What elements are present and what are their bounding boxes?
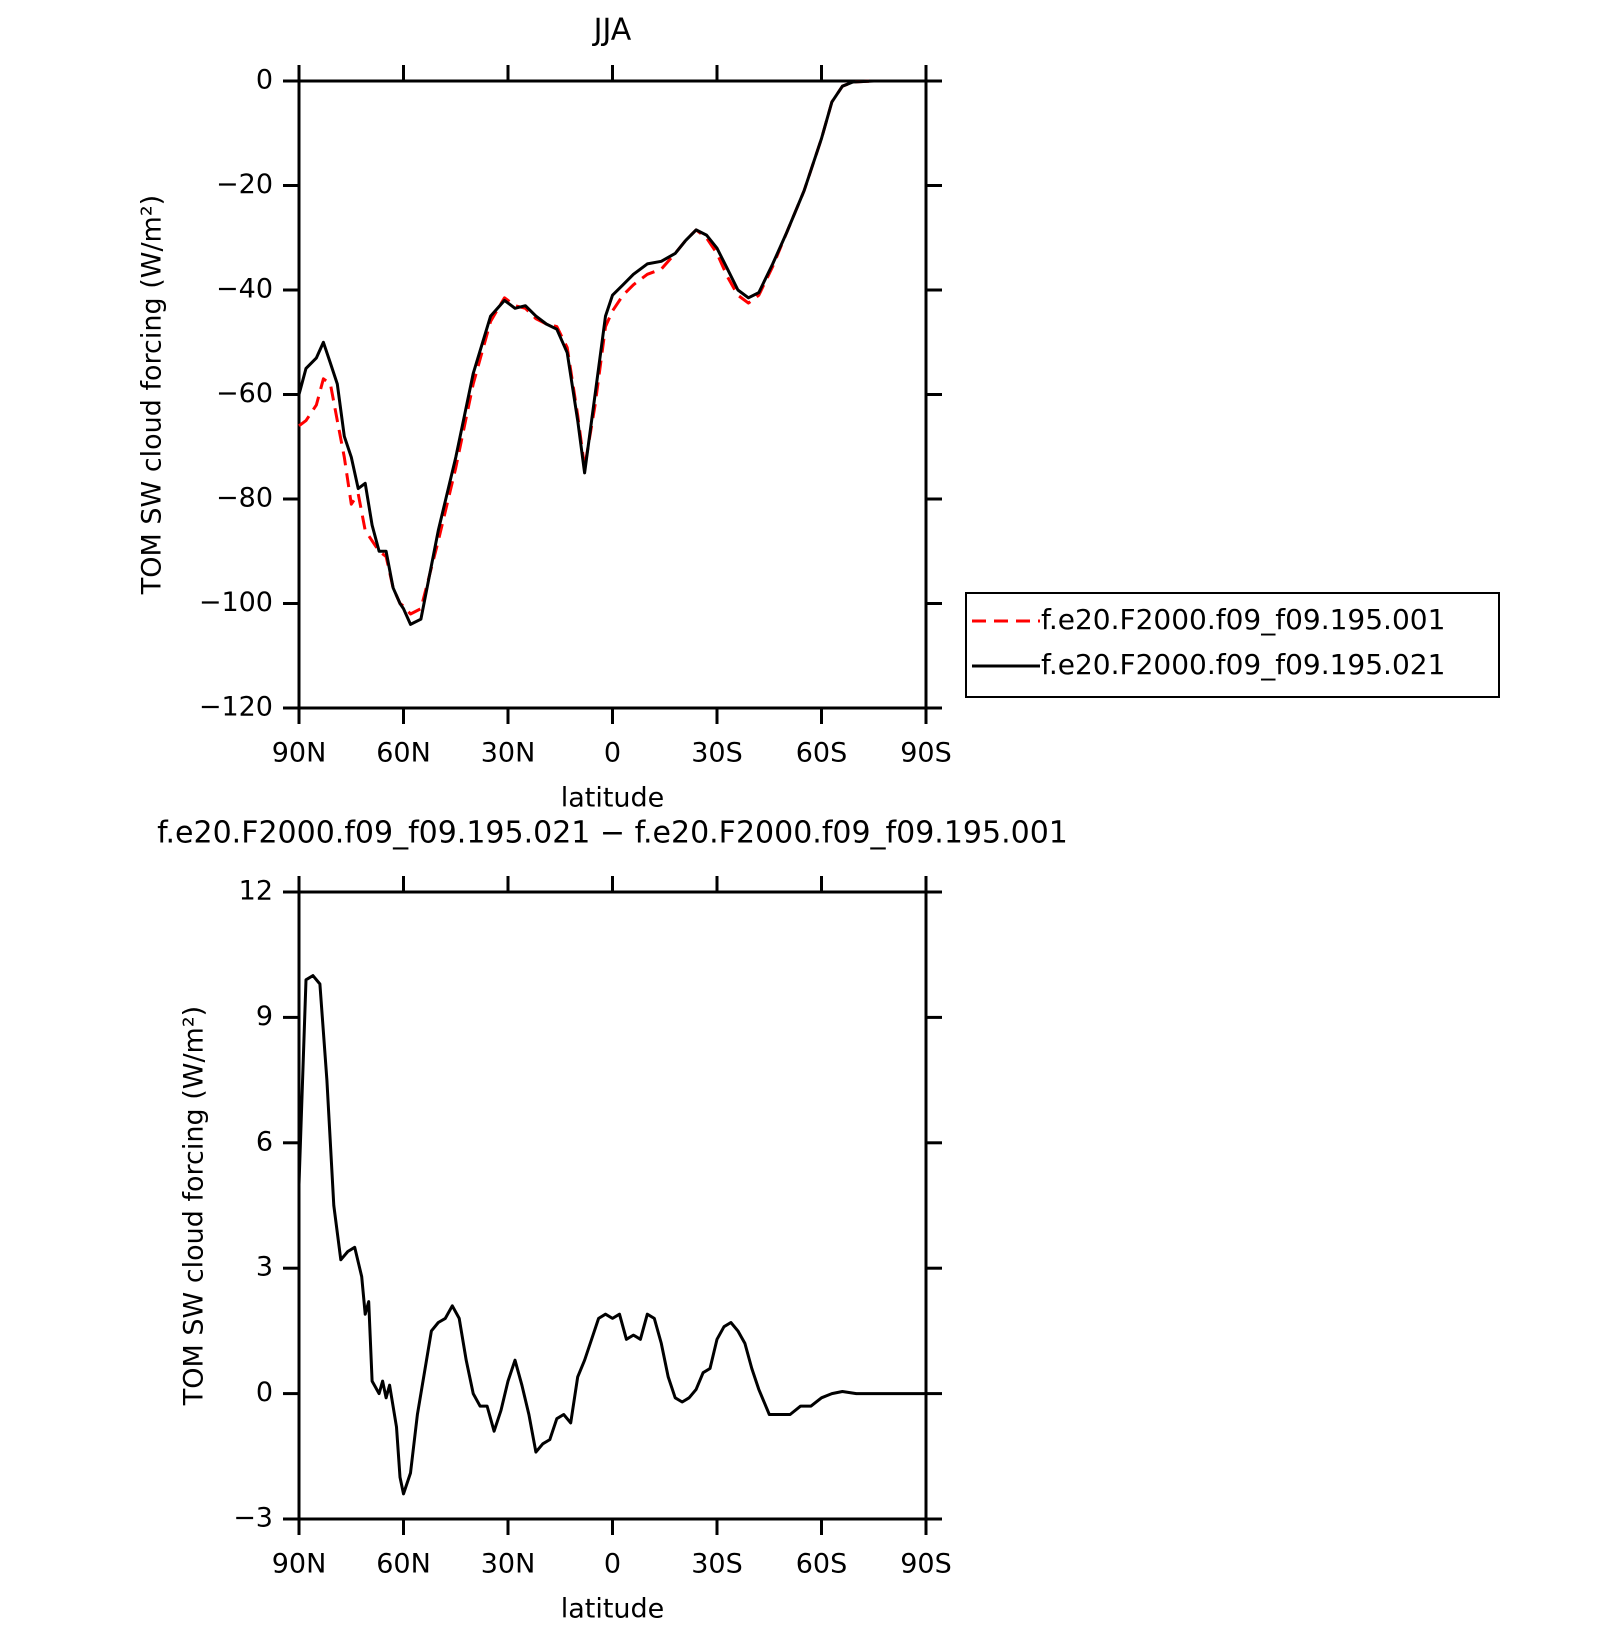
y-tick-label: −40 <box>216 274 273 305</box>
plot-frame <box>297 79 928 710</box>
legend-box <box>965 592 1500 698</box>
y-tick-label: −100 <box>199 587 273 618</box>
x-tick-label: 30S <box>691 1549 743 1580</box>
chart-title: JJA <box>592 13 632 48</box>
x-tick-label: 90S <box>900 738 952 769</box>
x-axis-label: latitude <box>561 783 665 814</box>
series-line <box>297 974 926 1496</box>
y-tick-label: −60 <box>216 378 273 409</box>
y-tick-label: 0 <box>256 65 273 96</box>
y-tick-label: −3 <box>233 1503 273 1534</box>
y-axis-label: TOM SW cloud forcing (W/m²) <box>179 1006 210 1406</box>
y-tick-label: 9 <box>256 1001 273 1032</box>
x-tick-label: 90S <box>900 1549 952 1580</box>
legend-label: f.e20.F2000.f09_f09.195.001 <box>1041 603 1445 636</box>
x-tick-label: 90N <box>272 1549 327 1580</box>
x-tick-label: 0 <box>604 1549 621 1580</box>
x-tick-label: 90N <box>272 738 327 769</box>
x-tick-label: 30N <box>481 738 536 769</box>
y-tick-label: 6 <box>256 1126 273 1157</box>
y-tick-label: 3 <box>256 1252 273 1283</box>
y-tick-label: −120 <box>199 692 273 723</box>
plot-frame <box>297 890 928 1521</box>
x-tick-label: 60N <box>376 738 431 769</box>
x-tick-label: 30N <box>481 1549 536 1580</box>
series-line <box>297 79 926 626</box>
y-axis-label: TOM SW cloud forcing (W/m²) <box>137 195 168 595</box>
legend-label: f.e20.F2000.f09_f09.195.021 <box>1041 648 1445 681</box>
x-axis-label: latitude <box>561 1594 665 1625</box>
x-tick-label: 0 <box>604 738 621 769</box>
x-tick-label: 60S <box>796 738 848 769</box>
series-line <box>298 79 926 616</box>
x-tick-label: 30S <box>691 738 743 769</box>
y-tick-label: −20 <box>216 169 273 200</box>
y-tick-label: −80 <box>216 483 273 514</box>
y-tick-label: 12 <box>239 876 273 907</box>
x-tick-label: 60S <box>796 1549 848 1580</box>
chart-title: f.e20.F2000.f09_f09.195.021 − f.e20.F200… <box>157 816 1068 851</box>
x-tick-label: 60N <box>376 1549 431 1580</box>
y-tick-label: 0 <box>256 1377 273 1408</box>
